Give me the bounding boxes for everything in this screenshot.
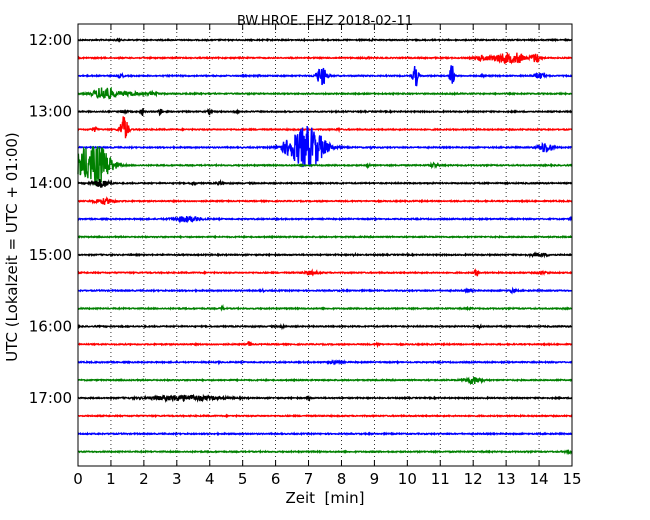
seismogram-trace [77, 323, 573, 331]
x-tick-label: 4 [205, 470, 215, 488]
seismogram-trace [77, 393, 573, 403]
x-tick-label: 8 [337, 470, 347, 488]
grid-lines [110, 24, 540, 466]
seismogram-trace [77, 108, 573, 117]
seismogram-trace [77, 376, 573, 386]
y-tick-label: 14:00 [29, 174, 72, 192]
y-axis-title: UTC (Lokalzeit = UTC + 01:00) [3, 132, 21, 362]
chart-title: BW.HROE..EHZ 2018-02-11 [237, 14, 413, 29]
seismogram-trace [77, 86, 573, 100]
x-tick-label: 9 [370, 470, 380, 488]
x-axis: 0 1 2 3 4 5 6 7 8 9 10 11 12 13 14 15 [73, 24, 582, 488]
seismogram-trace [77, 52, 573, 65]
y-tick-label: 13:00 [29, 103, 72, 121]
seismogram-trace [77, 65, 573, 87]
seismogram-trace [77, 286, 573, 295]
seismogram-trace [77, 413, 573, 419]
x-tick-label: 13 [497, 470, 516, 488]
seismogram-trace [77, 341, 573, 349]
seismogram-trace [77, 251, 573, 259]
y-tick-label: 17:00 [29, 389, 72, 407]
x-tick-label: 11 [431, 470, 450, 488]
x-tick-label: 14 [530, 470, 549, 488]
y-tick-label: 15:00 [29, 246, 72, 264]
x-tick-label: 7 [304, 470, 314, 488]
x-tick-label: 10 [398, 470, 417, 488]
y-tick-label: 12:00 [29, 31, 72, 49]
x-tick-label: 1 [106, 470, 116, 488]
seismogram-trace [77, 268, 573, 277]
seismogram-trace [77, 196, 573, 206]
x-axis-title: Zeit [min] [285, 489, 364, 507]
seismogram-trace [77, 146, 573, 186]
x-tick-label: 3 [172, 470, 182, 488]
x-tick-label: 5 [238, 470, 248, 488]
seismogram-trace [77, 431, 573, 437]
y-axis: 12:00 13:00 14:00 15:00 16:00 17:00 [29, 31, 572, 407]
seismogram-trace [77, 126, 573, 168]
seismogram-trace [77, 449, 573, 456]
traces [77, 37, 573, 456]
seismogram-trace [77, 359, 573, 366]
seismogram-trace [77, 304, 573, 312]
x-tick-label: 0 [73, 470, 83, 488]
seismogram-trace [77, 234, 573, 240]
seismogram-trace [77, 116, 573, 139]
y-tick-label: 16:00 [29, 317, 72, 335]
x-tick-label: 6 [271, 470, 281, 488]
x-tick-label: 15 [562, 470, 581, 488]
seismogram-trace [77, 37, 573, 43]
seismogram-trace [77, 215, 573, 224]
x-tick-label: 12 [464, 470, 483, 488]
seismogram-trace [77, 178, 573, 188]
plot-frame [77, 23, 573, 467]
x-tick-label: 2 [139, 470, 149, 488]
